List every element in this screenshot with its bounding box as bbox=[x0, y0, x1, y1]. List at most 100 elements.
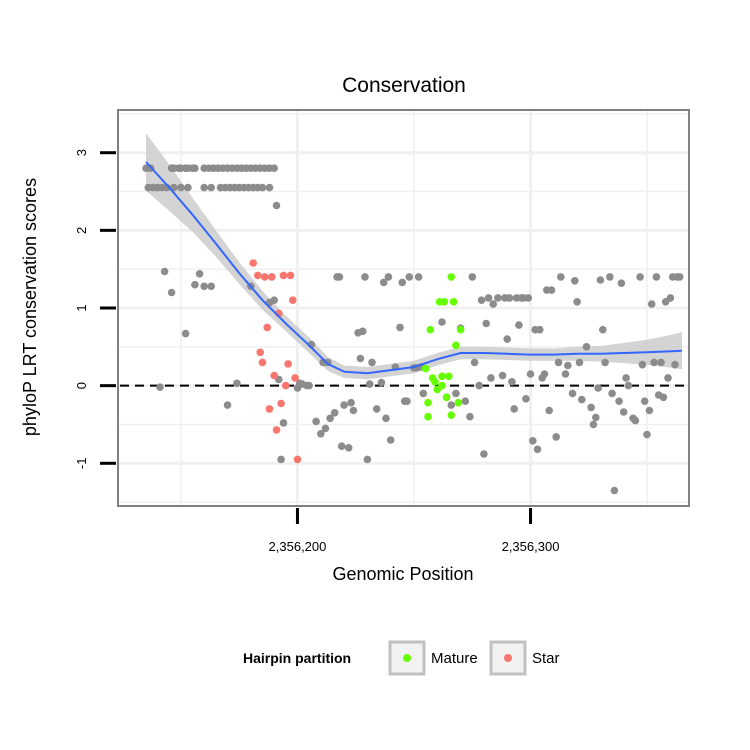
data-point-star bbox=[293, 455, 302, 464]
data-point-other bbox=[640, 397, 649, 406]
legend-label-mature: Mature bbox=[431, 650, 478, 667]
y-tick-label: 2 bbox=[74, 227, 89, 234]
data-point-other bbox=[594, 384, 602, 392]
data-point-other bbox=[573, 298, 581, 306]
data-point-other bbox=[177, 183, 185, 192]
y-tick-label: 0 bbox=[74, 382, 89, 389]
data-point-other bbox=[622, 374, 630, 382]
data-point-mature bbox=[447, 273, 456, 281]
data-point-other bbox=[552, 433, 560, 441]
data-point-other bbox=[547, 286, 556, 294]
data-point-other bbox=[167, 288, 176, 297]
data-point-other bbox=[575, 358, 584, 367]
y-axis-title: phyloP LRT conservation scores bbox=[20, 178, 40, 436]
data-point-other bbox=[265, 183, 274, 192]
data-point-other bbox=[652, 273, 661, 281]
x-axis: 2,356,200 2,356,300 bbox=[269, 508, 559, 554]
data-point-other bbox=[438, 318, 446, 326]
data-point-other bbox=[524, 294, 532, 302]
data-point-other bbox=[508, 378, 516, 386]
data-point-star bbox=[284, 360, 292, 368]
legend-dot-star bbox=[504, 654, 512, 662]
data-point-other bbox=[223, 401, 232, 409]
data-point-other bbox=[582, 343, 591, 351]
data-point-other bbox=[589, 420, 598, 429]
data-point-star bbox=[253, 271, 262, 280]
data-point-mature bbox=[426, 325, 435, 334]
data-point-other bbox=[305, 381, 313, 390]
data-point-other bbox=[568, 389, 577, 398]
data-point-other bbox=[578, 395, 586, 404]
data-point-star bbox=[277, 399, 285, 408]
chart-title: Conservation bbox=[342, 74, 466, 97]
data-point-other bbox=[675, 273, 684, 281]
data-point-other bbox=[447, 401, 456, 409]
data-point-other bbox=[377, 378, 386, 387]
data-point-star bbox=[261, 273, 269, 281]
data-point-other bbox=[503, 335, 512, 343]
data-point-other bbox=[615, 397, 623, 406]
data-point-other bbox=[340, 401, 348, 409]
data-point-other bbox=[536, 325, 544, 334]
data-point-star bbox=[265, 405, 274, 413]
data-point-other bbox=[358, 327, 367, 336]
data-point-other bbox=[335, 273, 344, 281]
data-point-star bbox=[272, 426, 281, 434]
data-point-mature bbox=[438, 372, 446, 381]
data-point-other bbox=[533, 445, 542, 454]
data-point-other bbox=[200, 183, 208, 192]
data-point-other bbox=[368, 358, 376, 367]
data-point-other bbox=[608, 389, 616, 398]
data-point-other bbox=[666, 294, 675, 302]
data-point-other bbox=[470, 358, 479, 367]
data-point-other bbox=[382, 414, 390, 423]
data-point-other bbox=[557, 273, 565, 281]
data-point-other bbox=[606, 273, 614, 281]
data-point-other bbox=[419, 389, 428, 398]
data-point-other bbox=[330, 409, 339, 417]
data-point-other bbox=[510, 405, 518, 413]
data-point-mature bbox=[440, 298, 449, 306]
data-point-other bbox=[643, 430, 651, 439]
data-point-star bbox=[256, 348, 265, 357]
data-point-other bbox=[599, 325, 607, 334]
data-point-other bbox=[631, 416, 640, 425]
data-point-mature bbox=[456, 325, 465, 334]
data-point-other bbox=[587, 403, 595, 412]
data-point-other bbox=[487, 374, 495, 382]
data-point-other bbox=[207, 183, 215, 192]
data-point-other bbox=[664, 374, 672, 382]
data-point-other bbox=[347, 398, 355, 407]
data-point-other bbox=[477, 296, 486, 305]
data-point-other bbox=[494, 294, 502, 302]
y-tick-label: 1 bbox=[74, 304, 89, 311]
data-point-other bbox=[592, 413, 600, 422]
data-point-other bbox=[554, 358, 563, 367]
data-point-other bbox=[279, 419, 288, 427]
data-point-other bbox=[396, 323, 404, 332]
data-point-mature bbox=[442, 393, 451, 402]
data-point-other bbox=[645, 406, 654, 415]
data-point-other bbox=[337, 442, 346, 451]
data-point-other bbox=[601, 358, 609, 367]
data-point-other bbox=[671, 360, 679, 369]
y-tick-label: -1 bbox=[74, 458, 89, 470]
data-point-mature bbox=[431, 378, 439, 386]
data-point-mature bbox=[454, 398, 463, 407]
data-point-other bbox=[349, 406, 358, 415]
data-point-star bbox=[282, 381, 290, 390]
data-point-other bbox=[181, 329, 190, 338]
data-point-mature bbox=[438, 381, 446, 390]
data-point-other bbox=[619, 408, 628, 416]
data-point-star bbox=[268, 273, 276, 281]
data-point-other bbox=[386, 436, 395, 444]
data-point-other bbox=[363, 455, 372, 464]
data-point-other bbox=[461, 397, 470, 406]
data-point-mature bbox=[452, 341, 460, 350]
data-point-other bbox=[610, 486, 619, 495]
data-point-other bbox=[184, 183, 192, 192]
data-point-other bbox=[564, 361, 572, 370]
data-point-other bbox=[475, 381, 484, 390]
data-point-mature bbox=[421, 364, 430, 373]
